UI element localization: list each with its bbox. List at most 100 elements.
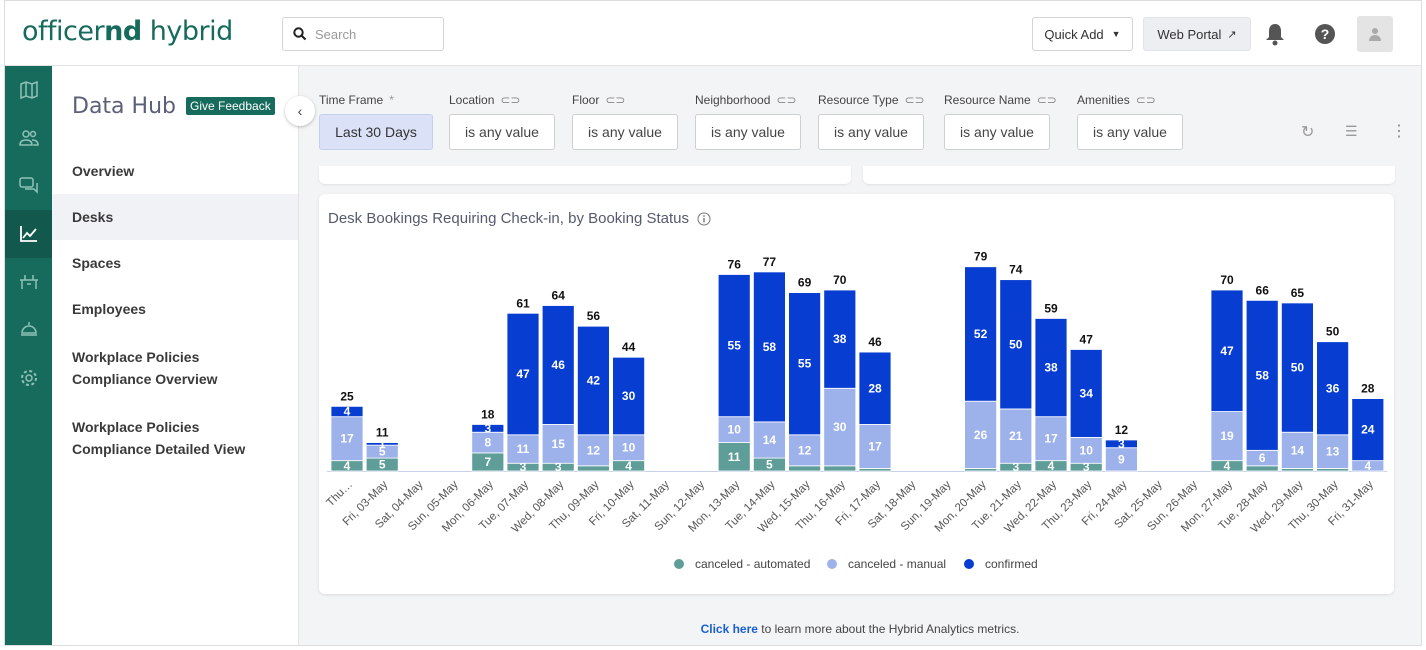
bar-segment-canceled-manual[interactable] [1034,416,1068,462]
segment-label: 4 [344,405,351,419]
bar-segment-confirmed[interactable] [1069,349,1103,438]
bar-segment-canceled-manual[interactable] [788,434,822,467]
segment-label: 11 [517,442,530,456]
sidebar-item-workplace-policies-compliance-detailed-view[interactable]: Workplace Policies Compliance Detailed V… [72,419,246,457]
chat-icon[interactable] [5,162,52,210]
bar-segment-confirmed[interactable] [612,356,646,436]
bar-segment-canceled-manual[interactable] [1281,431,1314,469]
info-icon[interactable] [697,212,711,226]
reception-bell-icon[interactable] [5,306,52,354]
total-label: 69 [798,276,812,290]
chart-title: Desk Bookings Requiring Check-in, by Boo… [328,210,711,227]
link-icon: ⊂⊃ [500,93,521,107]
bar-segment-confirmed[interactable] [541,305,575,425]
bar-segment-canceled-automated[interactable] [788,465,822,472]
segment-label: 4 [1048,459,1055,473]
bar-segment-confirmed[interactable] [858,351,892,425]
web-portal-button[interactable]: Web Portal ↗ [1143,17,1251,51]
bar-segment-confirmed[interactable] [330,405,364,418]
filter-label: Amenities [1077,93,1130,107]
total-label: 50 [1326,325,1340,339]
filter-icon[interactable]: ☰ [1345,123,1358,139]
bar-segment-confirmed[interactable] [1245,299,1279,451]
sidebar-item-workplace-policies-compliance-overview[interactable]: Workplace Policies Compliance Overview [72,349,218,387]
bar-segment-confirmed[interactable] [1316,341,1349,436]
bar-segment-canceled-manual[interactable] [858,424,892,469]
segment-label: 4 [625,459,632,473]
segment-label: 30 [622,389,636,403]
bar-segment-confirmed[interactable] [717,274,751,418]
sidebar-item-employees[interactable]: Employees [72,301,146,317]
bar-segment-canceled-manual[interactable] [541,424,575,464]
segment-label: 3 [520,460,527,474]
bar-segment-confirmed[interactable] [506,312,540,436]
bar-segment-canceled-automated[interactable] [1245,465,1279,472]
filter-resource-type: Resource Type ⊂⊃ is any value [818,93,925,150]
bar-segment-confirmed[interactable] [365,442,399,446]
bar-segment-canceled-manual[interactable] [576,434,610,467]
avatar[interactable] [1357,16,1393,52]
bar-segment-canceled-manual[interactable] [964,400,997,469]
bar-segment-confirmed[interactable] [1210,289,1244,412]
sidebar-item-spaces[interactable]: Spaces [72,255,122,271]
bar-segment-confirmed[interactable] [964,266,997,402]
bar-segment-confirmed[interactable] [471,424,505,433]
refresh-icon[interactable]: ↻ [1301,124,1315,141]
bar-segment-canceled-manual[interactable] [1069,436,1103,464]
sidebar-item-desks[interactable]: Desks [52,194,298,240]
sidebar-item-overview[interactable]: Overview [72,163,135,179]
segment-label: 55 [798,357,812,371]
segment-label: 6 [1259,451,1266,465]
legend-label[interactable]: canceled - manual [848,557,946,571]
bar-segment-confirmed[interactable] [1281,302,1314,433]
users-icon[interactable] [5,114,52,162]
bar-segment-confirmed[interactable] [788,292,822,436]
sidebar: Data Hub Give Feedback Overview Desks Spac… [52,66,299,645]
collapse-sidebar-button[interactable]: ‹ [285,96,315,126]
filter-value-select[interactable]: Last 30 Days [319,114,433,150]
help-icon[interactable]: ? [1309,18,1341,50]
filter-value-select[interactable]: is any value [944,114,1050,150]
bar-segment-confirmed[interactable] [823,289,857,389]
total-label: 70 [833,273,847,287]
filter-value-select[interactable]: is any value [449,114,555,150]
bar-segment-canceled-automated[interactable] [823,465,857,472]
legend-label[interactable]: canceled - automated [695,557,810,571]
bar-segment-canceled-manual[interactable] [717,416,751,443]
filter-value-select[interactable]: is any value [1077,114,1183,150]
more-options-icon[interactable]: ⋮ [1391,123,1407,140]
segment-label: 4 [1364,459,1371,473]
bar-segment-canceled-automated[interactable] [576,465,610,472]
caret-down-icon: ▼ [1111,29,1121,39]
bar-segment-canceled-manual[interactable] [1210,411,1244,462]
bar-segment-canceled-automated[interactable] [717,442,751,472]
bar-segment-confirmed[interactable] [999,279,1033,410]
segment-label: 5 [766,458,773,472]
learn-more-link[interactable]: Click here [700,622,758,636]
logo[interactable]: officernd hybrid [22,16,233,47]
bar-segment-confirmed[interactable] [1034,318,1068,418]
map-icon[interactable] [5,66,52,114]
settings-icon[interactable] [5,354,52,402]
bar-segment-canceled-manual[interactable] [752,421,786,459]
filter-value-select[interactable]: is any value [818,114,924,150]
search-input[interactable]: Search [282,17,444,51]
notifications-bell-icon[interactable] [1259,18,1291,50]
legend-label[interactable]: confirmed [985,557,1038,571]
quick-add-button[interactable]: Quick Add ▼ [1032,17,1133,51]
filter-bar: ↻ ☰ ⋮ Time Frame * Last 30 Days Location ⊂⊃ i… [299,66,1421,166]
filter-value-select[interactable]: is any value [695,114,801,150]
bar-segment-confirmed[interactable] [1351,398,1385,462]
bar-segment-canceled-manual[interactable] [330,416,364,462]
segment-label: 38 [833,332,847,346]
bar-segment-confirmed[interactable] [1105,439,1138,449]
segment-label: 55 [728,339,742,353]
search-icon [293,27,307,41]
give-feedback-button[interactable]: Give Feedback [186,97,275,115]
filter-value-select[interactable]: is any value [572,114,678,150]
segment-label: 58 [1256,368,1270,382]
bar-segment-confirmed[interactable] [752,271,786,423]
desks-icon[interactable] [5,258,52,306]
analytics-icon[interactable] [5,210,52,258]
bar-segment-confirmed[interactable] [576,325,610,436]
